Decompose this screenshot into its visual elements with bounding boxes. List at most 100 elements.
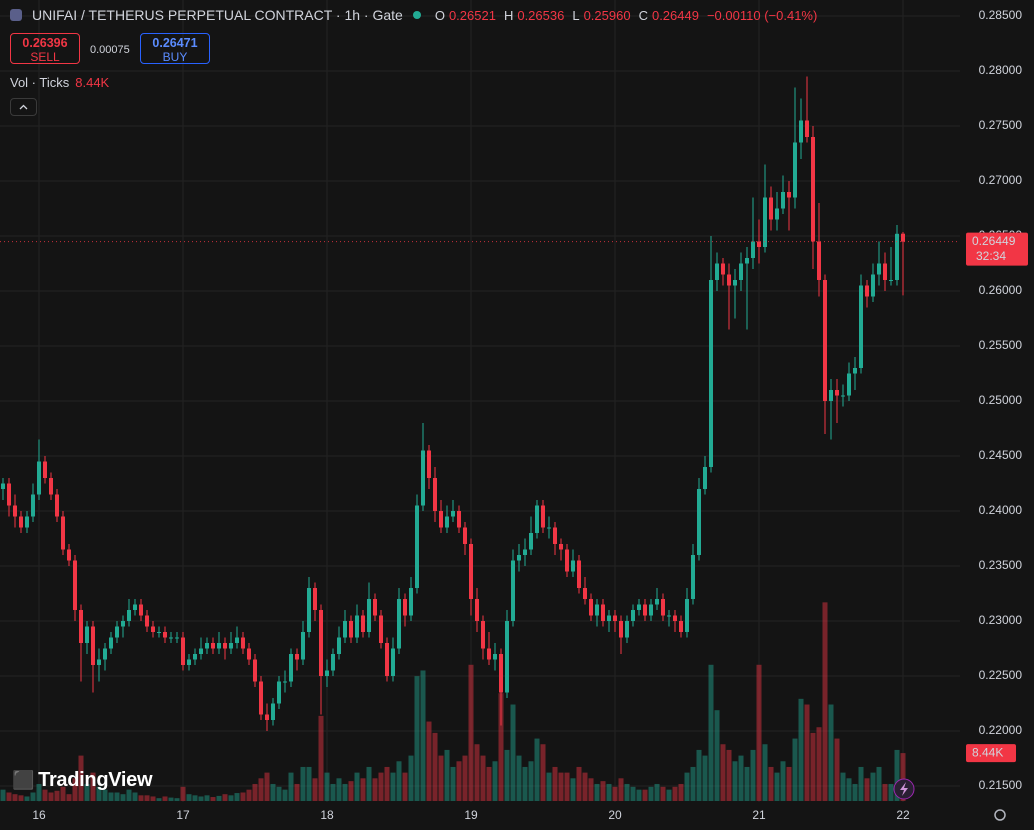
- volume-bar: [126, 789, 132, 801]
- volume-bar: [744, 766, 750, 801]
- volume-bar: [390, 772, 396, 801]
- volume-bar: [198, 796, 204, 801]
- candle-body: [547, 527, 551, 529]
- candle-body: [637, 604, 641, 610]
- candle-body: [25, 516, 29, 528]
- sell-button[interactable]: 0.26396 SELL: [10, 33, 80, 64]
- volume-bar: [432, 732, 438, 801]
- candle-body: [331, 654, 335, 671]
- candle-body: [247, 648, 251, 660]
- volume-bar: [522, 766, 528, 801]
- candle-body: [685, 599, 689, 632]
- candle-body: [481, 621, 485, 649]
- candle-body: [19, 516, 23, 528]
- candle-body: [895, 233, 899, 280]
- volume-bar: [750, 749, 756, 801]
- candle-body: [241, 637, 245, 649]
- candle-body: [391, 648, 395, 676]
- volume-bar: [792, 738, 798, 801]
- candle-body: [271, 703, 275, 720]
- candle-body: [805, 120, 809, 137]
- volume-bar: [768, 766, 774, 801]
- candle-body: [337, 637, 341, 654]
- volume-bar: [852, 783, 858, 801]
- volume-bar: [636, 789, 642, 801]
- volume-bar: [810, 732, 816, 801]
- volume-bar: [828, 704, 834, 801]
- volume-bar: [678, 783, 684, 801]
- y-tick-label: 0.28500: [979, 8, 1023, 22]
- volume-bar: [84, 783, 90, 801]
- candle-body: [421, 450, 425, 506]
- volume-bar: [534, 738, 540, 801]
- lightning: [900, 782, 908, 796]
- ohlc-value: 0.26536: [517, 7, 565, 23]
- candle-body: [775, 208, 779, 220]
- candle-body: [277, 681, 281, 704]
- ohlc-name: H: [503, 7, 514, 23]
- x-tick-label: 20: [608, 808, 622, 822]
- candle-body: [193, 654, 197, 660]
- buy-price: 0.26471: [152, 36, 198, 50]
- candle-body: [715, 263, 719, 280]
- volume-bar: [540, 744, 546, 801]
- candle-body: [727, 274, 731, 286]
- change: −0.00110 (−0.41%): [706, 7, 818, 23]
- volume-bar: [672, 786, 678, 801]
- volume-bar: [738, 755, 744, 801]
- ohlc-value: 0.25960: [583, 7, 631, 23]
- candle-body: [67, 549, 71, 561]
- candle-body: [763, 197, 767, 247]
- volume-bar: [342, 783, 348, 801]
- candle-body: [691, 555, 695, 599]
- volume-bar: [834, 738, 840, 801]
- volume-bar: [720, 744, 726, 801]
- candle-body: [319, 610, 323, 676]
- volume-bar: [270, 783, 276, 801]
- y-tick-label: 0.24000: [979, 503, 1023, 517]
- price-tag-label: 0.26449: [972, 234, 1016, 248]
- volume-bar: [36, 783, 42, 801]
- collapse-button[interactable]: [10, 98, 37, 116]
- volume-bar: [144, 795, 150, 801]
- volume-bar: [498, 693, 504, 801]
- volume-bar: [24, 796, 30, 801]
- x-tick-label: 18: [320, 808, 334, 822]
- volume-bar: [330, 783, 336, 801]
- candle-body: [127, 610, 131, 621]
- volume-bar: [510, 704, 516, 801]
- candle-body: [373, 599, 377, 616]
- candle-body: [673, 615, 677, 621]
- ohlc-value: 0.26449: [651, 7, 699, 23]
- candle-body: [607, 615, 611, 621]
- y-tick-label: 0.27000: [979, 173, 1023, 187]
- countdown: 32:34: [976, 249, 1006, 263]
- candle-body: [571, 560, 575, 572]
- volume-bar: [504, 749, 510, 801]
- volume-bar: [570, 778, 576, 801]
- candle-body: [1, 483, 5, 489]
- candle-body: [199, 648, 203, 654]
- volume-bar: [366, 766, 372, 801]
- volume-bar: [576, 766, 582, 801]
- volume-bar: [666, 789, 672, 801]
- buy-button[interactable]: 0.26471 BUY: [140, 33, 210, 64]
- candle-body: [487, 648, 491, 660]
- settings-icon[interactable]: [994, 809, 1006, 821]
- candle-body: [709, 280, 713, 467]
- volume-bar: [156, 798, 162, 801]
- volume-bar: [264, 772, 270, 801]
- candle-body: [295, 654, 299, 660]
- volume-bar: [618, 778, 624, 801]
- candle-body: [163, 632, 167, 638]
- x-tick-label: 21: [752, 808, 766, 822]
- candle-body: [829, 390, 833, 401]
- y-tick-label: 0.28000: [979, 63, 1023, 77]
- volume-bar: [252, 783, 258, 801]
- volume-bar: [756, 664, 762, 801]
- candle-body: [835, 390, 839, 396]
- ohlc-value: 0.26521: [448, 7, 496, 23]
- candle-body: [217, 643, 221, 649]
- sell-label: SELL: [30, 50, 60, 64]
- header: UNIFAI / TETHERUS PERPETUAL CONTRACT · 1…: [10, 7, 817, 23]
